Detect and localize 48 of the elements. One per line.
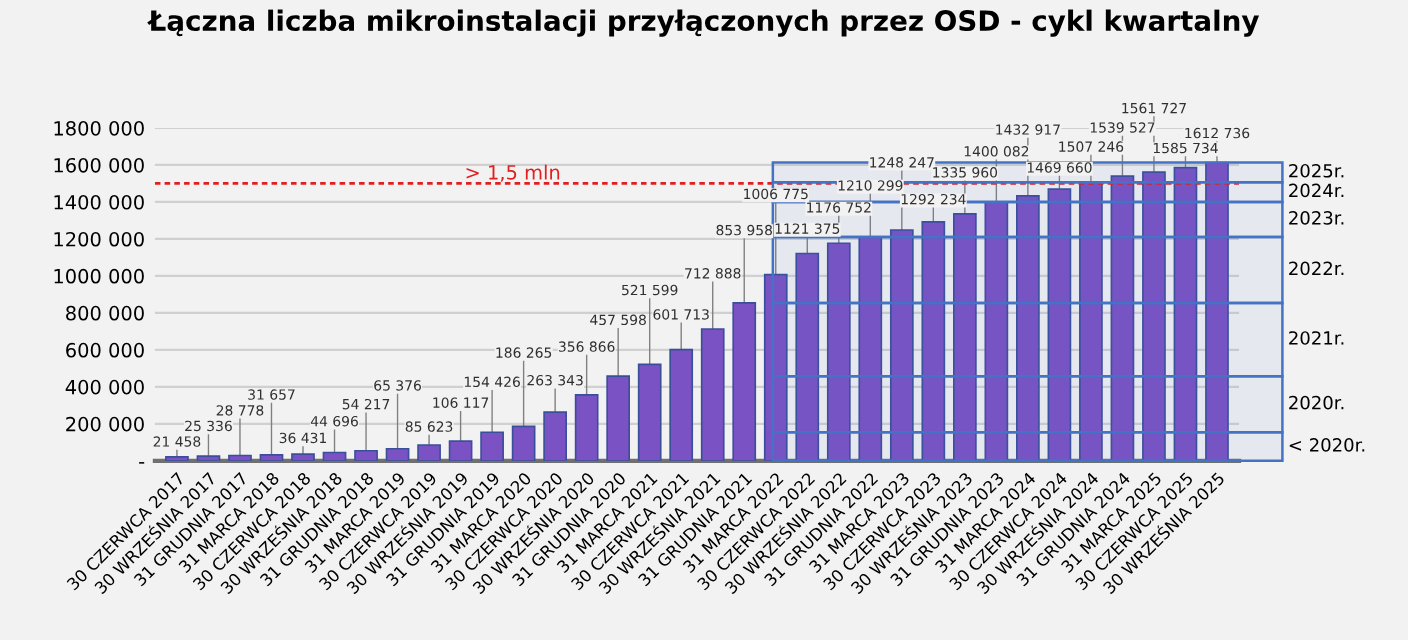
y-tick-label: 1000 000 bbox=[54, 268, 144, 284]
bar bbox=[1142, 171, 1166, 461]
y-tick-label: 800 000 bbox=[66, 305, 144, 321]
bar bbox=[826, 242, 851, 461]
bar bbox=[291, 453, 315, 461]
bar bbox=[1079, 181, 1103, 461]
y-tick-label: 600 000 bbox=[66, 342, 144, 358]
bar bbox=[480, 431, 504, 461]
bar bbox=[637, 363, 662, 461]
bar bbox=[700, 328, 725, 461]
bar bbox=[354, 449, 378, 461]
y-tick-label: 200 000 bbox=[66, 416, 144, 432]
band-label: < 2020r. bbox=[1289, 438, 1365, 452]
band-label: 2023r. bbox=[1289, 211, 1344, 225]
bar bbox=[984, 201, 1009, 461]
band-label: 2020r. bbox=[1289, 395, 1344, 410]
bar bbox=[1205, 161, 1229, 461]
bar bbox=[606, 375, 631, 461]
bar bbox=[858, 236, 883, 461]
y-tick-label: 400 000 bbox=[65, 379, 144, 395]
bar bbox=[795, 252, 820, 461]
bar bbox=[921, 221, 946, 461]
y-tick-label: 1400 000 bbox=[54, 194, 144, 210]
bar bbox=[1016, 195, 1040, 461]
bar bbox=[1173, 166, 1198, 461]
bar bbox=[889, 229, 914, 461]
bar bbox=[763, 273, 788, 461]
chart-title: Łączna liczba mikroinstalacji przyłączonych przez OSD - cykl kwartalny bbox=[147, 9, 1260, 37]
bar bbox=[1047, 188, 1072, 461]
bar bbox=[669, 348, 694, 461]
bar bbox=[1110, 175, 1135, 461]
bar bbox=[511, 425, 536, 461]
bar bbox=[574, 393, 599, 461]
ref-line-label: > 1,5 mln bbox=[466, 164, 560, 182]
y-tick-label: 1800 000 bbox=[54, 120, 144, 136]
band-label: 2025r. bbox=[1289, 163, 1344, 178]
y-tick-label: 1600 000 bbox=[54, 157, 144, 173]
band-label: 2024r. bbox=[1289, 183, 1344, 198]
band-label: 2021r. bbox=[1289, 331, 1344, 345]
bar bbox=[543, 411, 568, 461]
y-tick-label: - bbox=[139, 462, 145, 464]
bar bbox=[952, 212, 977, 461]
y-tick-label: 1200 000 bbox=[54, 231, 144, 247]
bar bbox=[417, 444, 441, 461]
bar bbox=[732, 302, 757, 461]
band-label: 2022r. bbox=[1289, 261, 1344, 276]
bar bbox=[385, 447, 410, 461]
bar bbox=[448, 440, 473, 461]
